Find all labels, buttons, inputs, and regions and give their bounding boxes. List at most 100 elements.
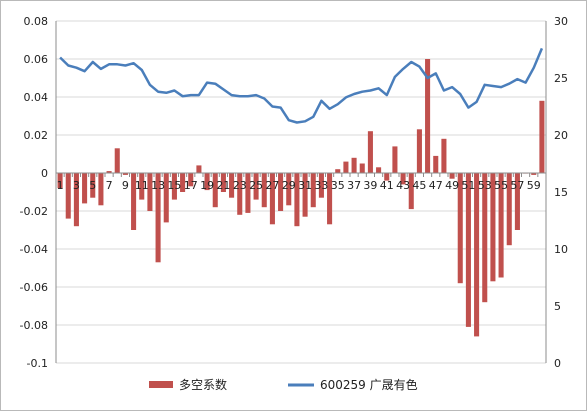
bar xyxy=(204,173,210,191)
y-axis-right-labels: 0 5 10 15 20 25 30 xyxy=(554,15,568,370)
bar xyxy=(57,173,63,189)
bar xyxy=(425,59,431,173)
x-tick-label: 43 xyxy=(396,179,410,192)
bar xyxy=(139,173,145,200)
bar xyxy=(188,173,194,187)
bar xyxy=(416,129,422,173)
bar xyxy=(408,173,414,210)
x-tick-label: 45 xyxy=(412,179,426,192)
x-tick-label: 13 xyxy=(151,179,165,192)
x-tick-label: 41 xyxy=(380,179,394,192)
price-line xyxy=(59,47,544,124)
legend-bar-swatch xyxy=(149,381,173,388)
bar xyxy=(531,173,537,175)
bar xyxy=(367,131,373,173)
y-left-tick-label: -0.06 xyxy=(20,281,48,294)
bar xyxy=(147,173,153,211)
bar xyxy=(302,173,308,217)
x-tick-label: 53 xyxy=(478,179,492,192)
bar xyxy=(514,173,520,230)
bar xyxy=(498,173,504,278)
x-tick-label: 57 xyxy=(510,179,524,192)
gridlines xyxy=(56,20,546,364)
x-tick-label: 37 xyxy=(347,179,361,192)
y-left-tick-label: -0.1 xyxy=(27,357,48,370)
legend-bar-label: 多空系数 xyxy=(179,377,227,392)
bar xyxy=(482,173,488,303)
x-tick-label: 5 xyxy=(89,179,96,192)
bar xyxy=(286,173,292,206)
x-tick-label: 49 xyxy=(445,179,459,192)
y-left-tick-label: 0.08 xyxy=(24,15,49,28)
y-left-tick-label: 0.06 xyxy=(24,53,49,66)
x-tick-label: 25 xyxy=(249,179,263,192)
x-tick-label: 7 xyxy=(106,179,113,192)
x-tick-label: 1 xyxy=(57,179,64,192)
y-left-tick-label: 0 xyxy=(41,167,48,180)
bar xyxy=(343,161,349,173)
bar xyxy=(155,173,161,263)
legend-line-label: 600259 广晟有色 xyxy=(320,378,418,392)
bar xyxy=(90,173,96,198)
bar xyxy=(163,173,169,223)
x-tick-label: 21 xyxy=(216,179,230,192)
bar xyxy=(327,173,333,225)
bar xyxy=(253,173,259,200)
x-tick-label: 15 xyxy=(167,179,181,192)
bar xyxy=(114,148,120,173)
bar xyxy=(98,173,104,206)
bar xyxy=(106,171,112,173)
x-tick-label: 59 xyxy=(527,179,541,192)
x-tick-label: 29 xyxy=(282,179,296,192)
x-tick-label: 19 xyxy=(200,179,214,192)
line-series xyxy=(59,47,544,124)
y-right-tick-label: 20 xyxy=(554,129,568,142)
x-tick-label: 55 xyxy=(494,179,508,192)
bar xyxy=(449,173,455,179)
x-tick-label: 27 xyxy=(265,179,279,192)
bar xyxy=(171,173,177,200)
bar xyxy=(73,173,79,227)
bar xyxy=(392,146,398,173)
bar xyxy=(539,100,545,173)
y-right-tick-label: 5 xyxy=(554,300,561,313)
bar xyxy=(474,173,480,337)
bar xyxy=(229,173,235,198)
bar xyxy=(376,167,382,173)
bar xyxy=(237,173,243,215)
bar xyxy=(384,173,390,181)
y-right-tick-label: 0 xyxy=(554,357,561,370)
legend[interactable]: 多空系数 600259 广晟有色 xyxy=(149,377,418,392)
x-tick-label: 35 xyxy=(331,179,345,192)
y-left-tick-label: 0.04 xyxy=(24,91,49,104)
x-tick-label: 47 xyxy=(429,179,443,192)
y-right-tick-label: 15 xyxy=(554,186,568,199)
x-tick-label: 9 xyxy=(122,179,129,192)
y-axis-left-labels: -0.1 -0.08 -0.06 -0.04 -0.02 0 0.02 0.04 0.06 0.0… xyxy=(20,15,48,370)
bar xyxy=(245,173,251,213)
bar xyxy=(318,173,324,198)
x-tick-label: 33 xyxy=(314,179,328,192)
x-tick-label: 23 xyxy=(233,179,247,192)
y-left-tick-label: -0.08 xyxy=(20,319,48,332)
x-tick-label: 39 xyxy=(363,179,377,192)
bar xyxy=(180,173,186,192)
bar xyxy=(278,173,284,211)
y-left-tick-label: 0.02 xyxy=(24,129,49,142)
bar xyxy=(441,138,447,173)
bar xyxy=(212,173,218,208)
bar-series xyxy=(57,59,545,337)
bar xyxy=(335,169,341,173)
bar xyxy=(433,155,439,173)
bar xyxy=(400,173,406,185)
x-tick-label: 31 xyxy=(298,179,312,192)
bar xyxy=(294,173,300,227)
bar xyxy=(269,173,275,225)
bar xyxy=(131,173,137,230)
bar xyxy=(490,173,496,282)
x-tick-label: 11 xyxy=(135,179,149,192)
bar xyxy=(351,157,357,173)
bar xyxy=(457,173,463,284)
